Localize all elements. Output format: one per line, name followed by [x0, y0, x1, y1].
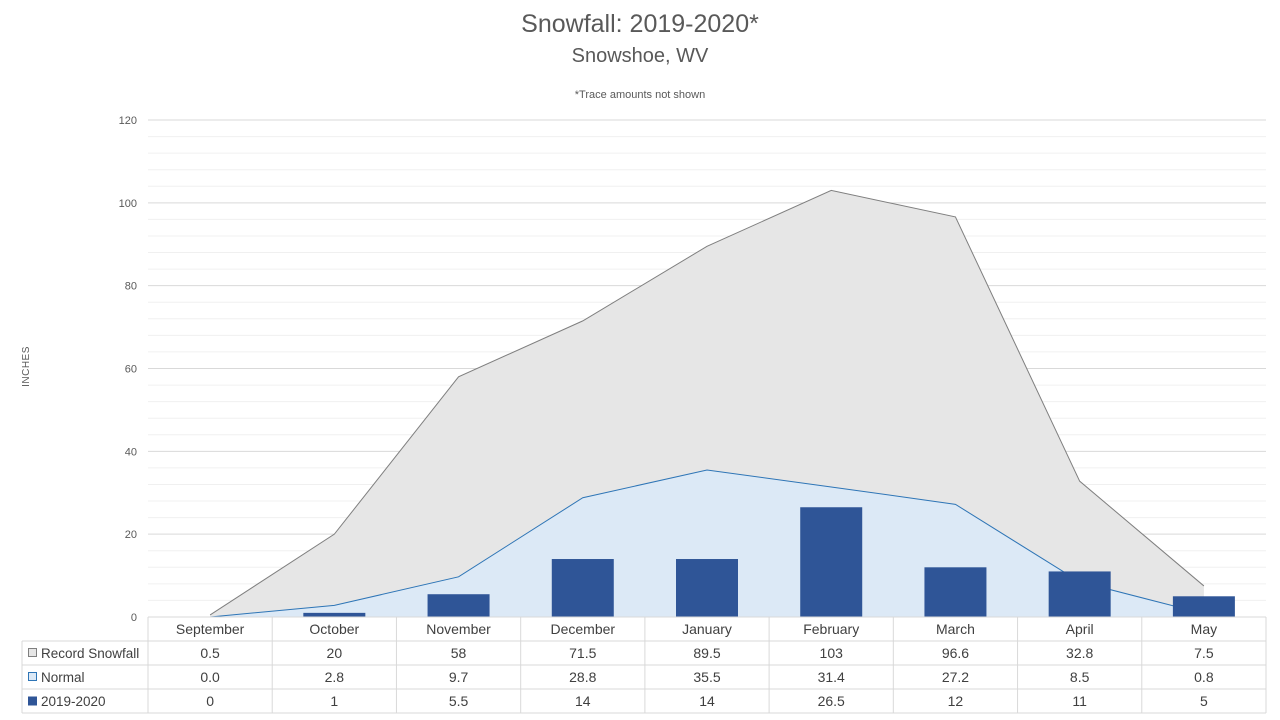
category-label: February [803, 621, 859, 637]
table-cell: 0 [206, 693, 214, 709]
y-axis-title: INCHES [21, 346, 32, 387]
table-cell: 58 [451, 645, 467, 661]
bar-october [303, 612, 366, 617]
bar-march [924, 567, 987, 617]
bar-layer [303, 507, 1235, 617]
y-tick-label: 80 [125, 281, 137, 293]
table-cell: 28.8 [569, 669, 596, 685]
data-table: September October November December January F… [21, 616, 1267, 714]
y-tick-label: 20 [125, 529, 137, 541]
table-cell: 32.8 [1066, 645, 1093, 661]
table-cell: 89.5 [693, 645, 720, 661]
bar-january [676, 559, 738, 617]
table-cell: 0.8 [1194, 669, 1214, 685]
table-cell: 5 [1200, 693, 1208, 709]
table-cell: 11 [1072, 693, 1087, 709]
chart-subtitle: Snowshoe, WV [571, 45, 709, 67]
table-cell: 71.5 [569, 645, 596, 661]
category-label: September [176, 621, 245, 637]
category-label: April [1066, 621, 1094, 637]
legend-key [28, 648, 37, 657]
table-cell: 1 [330, 693, 338, 709]
category-label: May [1191, 621, 1217, 637]
table-cell: 31.4 [818, 669, 845, 685]
category-label: January [682, 621, 732, 637]
table-cell: 35.5 [693, 669, 720, 685]
legend-series-name: Normal [41, 670, 85, 685]
bar-may [1172, 596, 1235, 617]
y-tick-label: 60 [125, 364, 137, 376]
y-tick-label: 120 [119, 115, 137, 127]
area-line-normal [210, 469, 1205, 618]
table-cell: 96.6 [942, 645, 969, 661]
axis-layer: 0 20 40 60 80 100 120 INCHES [21, 115, 137, 624]
table-cell: 26.5 [818, 693, 845, 709]
legend-key [28, 672, 37, 681]
table-cell: 9.7 [449, 669, 469, 685]
chart-note: *Trace amounts not shown [574, 89, 706, 101]
table-cell: 7.5 [1194, 645, 1214, 661]
category-label: March [936, 621, 975, 637]
legend-series-name: 2019-2020 [41, 694, 106, 709]
category-label: November [426, 621, 491, 637]
y-tick-label: 0 [131, 612, 137, 624]
area-layer [209, 189, 1205, 618]
table-cell: 27.2 [942, 669, 969, 685]
table-cell: 14 [699, 693, 715, 709]
table-cell: 5.5 [449, 693, 469, 709]
table-cell: 2.8 [325, 669, 345, 685]
area-line-record-snowfall [209, 189, 1205, 616]
y-tick-label: 40 [125, 446, 137, 458]
table-cell: 12 [948, 693, 964, 709]
bar-april [1048, 571, 1111, 617]
table-cell: 20 [327, 645, 343, 661]
table-cell: 0.5 [200, 645, 220, 661]
table-cell: 0.0 [200, 669, 220, 685]
category-label: October [309, 621, 359, 637]
table-cell: 103 [820, 645, 844, 661]
chart-title: Snowfall: 2019-2020* [521, 10, 759, 38]
table-cell: 14 [575, 693, 591, 709]
legend-key [28, 696, 37, 706]
bar-february [800, 507, 863, 617]
bar-november [427, 594, 490, 617]
table-cell: 8.5 [1070, 669, 1090, 685]
y-tick-label: 100 [119, 198, 137, 210]
legend-series-name: Record Snowfall [41, 646, 139, 661]
category-label: December [550, 621, 615, 637]
bar-december [551, 559, 614, 617]
